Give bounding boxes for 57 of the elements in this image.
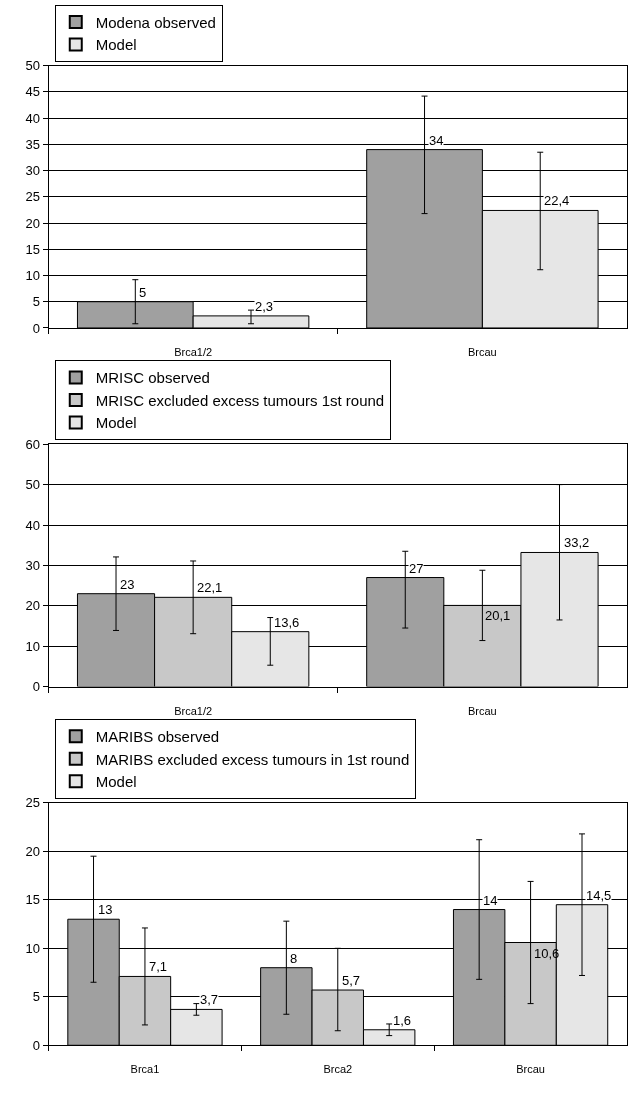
- y-tick-label: 0: [32, 679, 40, 695]
- x-tick-label: Brcau: [516, 1063, 545, 1076]
- y-tick-label: 50: [25, 477, 40, 493]
- y-tick-label: 35: [25, 136, 40, 152]
- y-tick-label: 25: [25, 795, 40, 811]
- y-tick-label: 25: [25, 189, 40, 205]
- y-tick-label: 5: [32, 294, 40, 310]
- y-tick-label: 50: [25, 58, 40, 74]
- y-tick-label: 15: [25, 241, 40, 257]
- y-tick-label: 20: [25, 215, 40, 231]
- data-label: 33,2: [564, 535, 590, 550]
- legend-label: Modena observed: [95, 13, 216, 31]
- y-tick-label: 20: [25, 843, 40, 859]
- data-label: 20,1: [485, 608, 511, 623]
- y-tick-label: 10: [25, 940, 40, 956]
- y-tick-label: 10: [25, 638, 40, 654]
- data-label: 22,1: [197, 580, 223, 595]
- y-tick-label: 30: [25, 163, 40, 179]
- x-tick-label: Brca2: [323, 1063, 353, 1076]
- y-tick-label: 5: [32, 989, 40, 1005]
- data-label: 22,4: [544, 193, 570, 208]
- data-label: 3,7: [200, 992, 219, 1007]
- x-tick-label: Brcau: [468, 346, 497, 359]
- data-label: 23: [120, 577, 135, 592]
- legend-label: MRISC excluded excess tumours 1st round: [95, 391, 385, 409]
- y-tick-label: 60: [25, 436, 40, 452]
- y-tick-label: 20: [25, 598, 40, 614]
- y-tick-label: 0: [32, 1037, 40, 1053]
- legend-label: Model: [95, 772, 137, 790]
- y-tick-label: 45: [25, 84, 40, 100]
- data-label: 2,3: [255, 299, 274, 314]
- data-label: 8: [290, 951, 298, 966]
- y-tick-label: 40: [25, 517, 40, 533]
- y-tick-label: 10: [25, 268, 40, 284]
- legend-label: Model: [95, 414, 137, 432]
- legend-label: Model: [95, 36, 137, 54]
- x-tick-label: Brca1/2: [174, 346, 213, 359]
- data-label: 13,6: [274, 615, 300, 630]
- data-label: 27: [409, 561, 424, 576]
- legend-label: MARIBS observed: [95, 727, 220, 745]
- y-tick-label: 40: [25, 110, 40, 126]
- legend-label: MARIBS excluded excess tumours in 1st round: [95, 750, 410, 768]
- data-label: 13: [98, 902, 113, 917]
- y-tick-label: 0: [32, 320, 40, 336]
- data-label: 34: [429, 133, 444, 148]
- data-label: 5: [139, 285, 147, 300]
- legend-label: MRISC observed: [95, 369, 210, 387]
- x-tick-label: Brcau: [468, 704, 497, 717]
- y-tick-label: 30: [25, 557, 40, 573]
- data-label: 7,1: [149, 959, 168, 974]
- x-tick-label: Brca1/2: [174, 704, 213, 717]
- y-tick-label: 15: [25, 892, 40, 908]
- data-label: 5,7: [342, 973, 361, 988]
- data-label: 14,5: [586, 888, 612, 903]
- x-tick-label: Brca1: [130, 1063, 160, 1076]
- data-label: 1,6: [393, 1013, 412, 1028]
- data-label: 14: [483, 893, 498, 908]
